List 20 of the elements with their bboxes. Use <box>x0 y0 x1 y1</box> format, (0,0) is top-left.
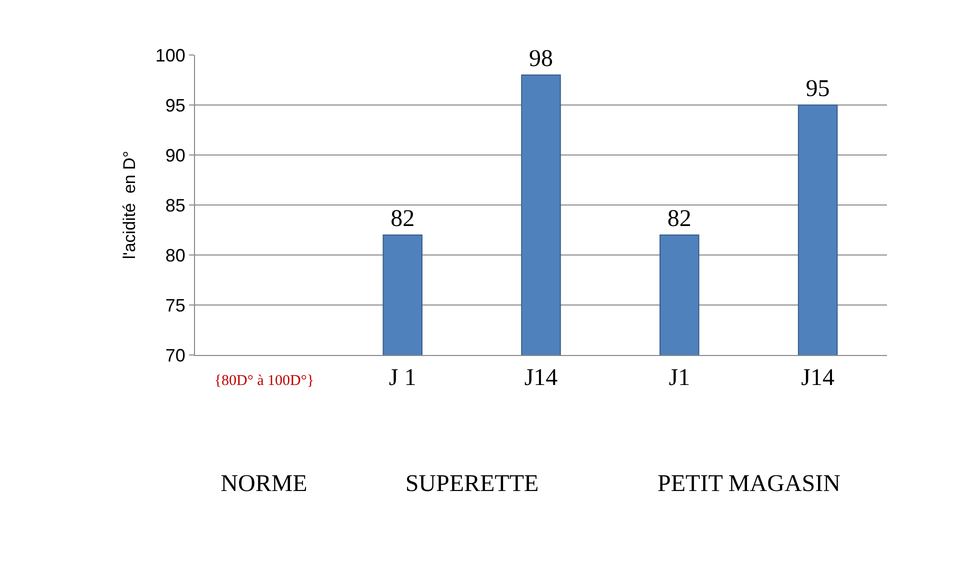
x-tick-label: J 1 <box>388 364 416 391</box>
x-tick-label: J14 <box>524 364 558 391</box>
x-tick-label: J1 <box>668 364 690 391</box>
x-tick-label: J14 <box>801 364 834 391</box>
data-label: 95 <box>806 76 830 102</box>
y-tick-label: 90 <box>165 145 186 166</box>
x-tick-label: {80D° à 100D°} <box>214 372 314 389</box>
data-label: 98 <box>529 46 553 72</box>
text: PETIT MAGASIN <box>658 471 840 497</box>
y-axis-title: l'acidité en D° <box>120 150 139 260</box>
y-tick-label: 75 <box>165 295 186 316</box>
y-tick-label: 70 <box>165 345 186 366</box>
text: NORME <box>220 471 308 497</box>
y-tick-label: 80 <box>165 245 186 266</box>
text: SUPERETTE <box>405 471 539 497</box>
y-tick-label: 100 <box>155 45 186 66</box>
y-tick-label: 85 <box>165 195 186 216</box>
y-tick-label: 95 <box>165 95 186 116</box>
data-label: 82 <box>390 206 415 232</box>
data-label: 82 <box>667 206 692 232</box>
